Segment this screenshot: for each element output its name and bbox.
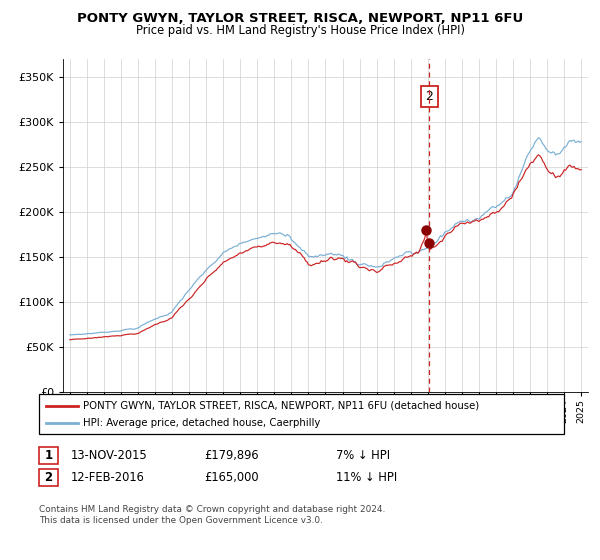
Text: 11% ↓ HPI: 11% ↓ HPI [336, 470, 397, 484]
Text: PONTY GWYN, TAYLOR STREET, RISCA, NEWPORT, NP11 6FU: PONTY GWYN, TAYLOR STREET, RISCA, NEWPOR… [77, 12, 523, 25]
Text: £165,000: £165,000 [204, 470, 259, 484]
Text: Contains HM Land Registry data © Crown copyright and database right 2024.
This d: Contains HM Land Registry data © Crown c… [39, 505, 385, 525]
Text: Price paid vs. HM Land Registry's House Price Index (HPI): Price paid vs. HM Land Registry's House … [136, 24, 464, 36]
Text: PONTY GWYN, TAYLOR STREET, RISCA, NEWPORT, NP11 6FU (detached house): PONTY GWYN, TAYLOR STREET, RISCA, NEWPOR… [83, 401, 479, 411]
Text: 2: 2 [425, 90, 433, 103]
Text: 1: 1 [44, 449, 53, 462]
Text: 7% ↓ HPI: 7% ↓ HPI [336, 449, 390, 462]
Text: £179,896: £179,896 [204, 449, 259, 462]
Text: HPI: Average price, detached house, Caerphilly: HPI: Average price, detached house, Caer… [83, 418, 320, 428]
Text: 2: 2 [44, 470, 53, 484]
Text: 12-FEB-2016: 12-FEB-2016 [71, 470, 145, 484]
Text: 13-NOV-2015: 13-NOV-2015 [71, 449, 148, 462]
